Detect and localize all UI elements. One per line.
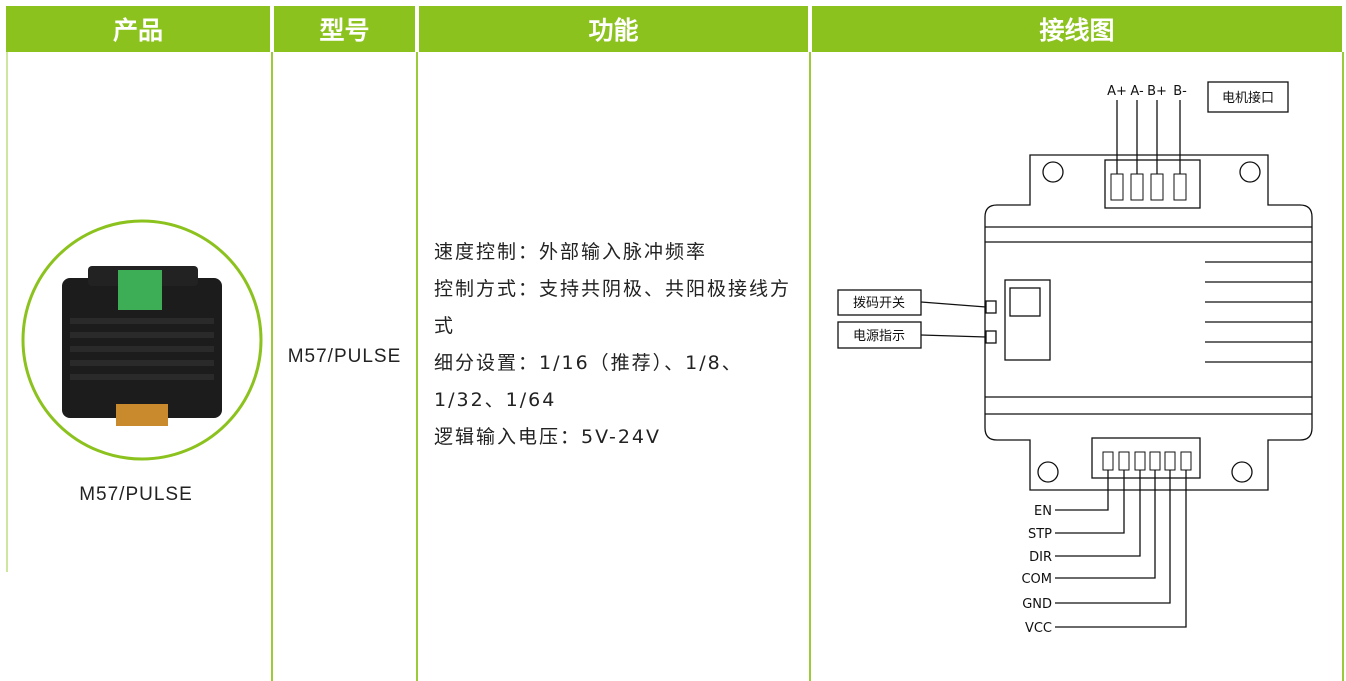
pin	[1173, 173, 1187, 201]
pin	[1102, 451, 1114, 471]
model: M57/PULSE	[287, 346, 402, 367]
pin	[1150, 173, 1164, 201]
feature: 逻辑输入电压：5V-24V	[434, 426, 662, 448]
product-photo	[21, 219, 263, 461]
pin-label: EN	[1034, 504, 1052, 519]
header-cell: 功能	[419, 6, 808, 52]
label: 电源指示	[853, 329, 905, 344]
pin-label: B-	[1173, 84, 1187, 99]
header-cell: 型号	[274, 6, 415, 52]
pin-label: A+	[1107, 84, 1127, 99]
border	[271, 52, 273, 681]
pin-label: B+	[1147, 84, 1167, 99]
pin	[1118, 451, 1130, 471]
pin-label: GND	[1022, 597, 1052, 612]
border	[6, 52, 8, 572]
lead	[1055, 470, 1125, 534]
label: 电机接口	[1222, 90, 1274, 106]
pin	[1110, 173, 1124, 201]
pin	[1149, 451, 1161, 471]
product-name: M57/PULSE	[79, 484, 193, 505]
feature: 细分设置：1/16（推荐）、1/8、1/32、1/64	[434, 352, 743, 411]
feature: 控制方式：支持共阴极、共阳极接线方式	[434, 278, 792, 337]
label: 拨码开关	[853, 296, 905, 311]
header-cell: 产品	[6, 6, 270, 52]
lead	[1055, 470, 1171, 604]
lead	[1055, 470, 1109, 511]
lead	[1055, 470, 1156, 579]
border	[1342, 52, 1344, 681]
pin	[1130, 173, 1144, 201]
header-cell: 接线图	[812, 6, 1342, 52]
feature: 速度控制：外部输入脉冲频率	[434, 241, 708, 263]
border	[809, 52, 811, 681]
pin-label: STP	[1028, 527, 1052, 542]
pin	[1134, 451, 1146, 471]
pin-label: DIR	[1029, 550, 1052, 565]
pin-label: VCC	[1025, 621, 1052, 636]
lead	[1055, 470, 1141, 557]
pin	[1180, 451, 1192, 471]
lead	[1055, 470, 1187, 628]
features: 速度控制：外部输入脉冲频率 控制方式：支持共阴极、共阳极接线方式 细分设置：1/…	[434, 234, 796, 456]
pin-label: A-	[1130, 84, 1144, 99]
border	[416, 52, 418, 681]
pin	[1164, 451, 1176, 471]
pin-label: COM	[1021, 572, 1052, 587]
wiring-diagram: A+ A- B+ B- EN STP DIR COM GND VCC 电机接口 拨码开关 电源指…	[837, 81, 1313, 636]
